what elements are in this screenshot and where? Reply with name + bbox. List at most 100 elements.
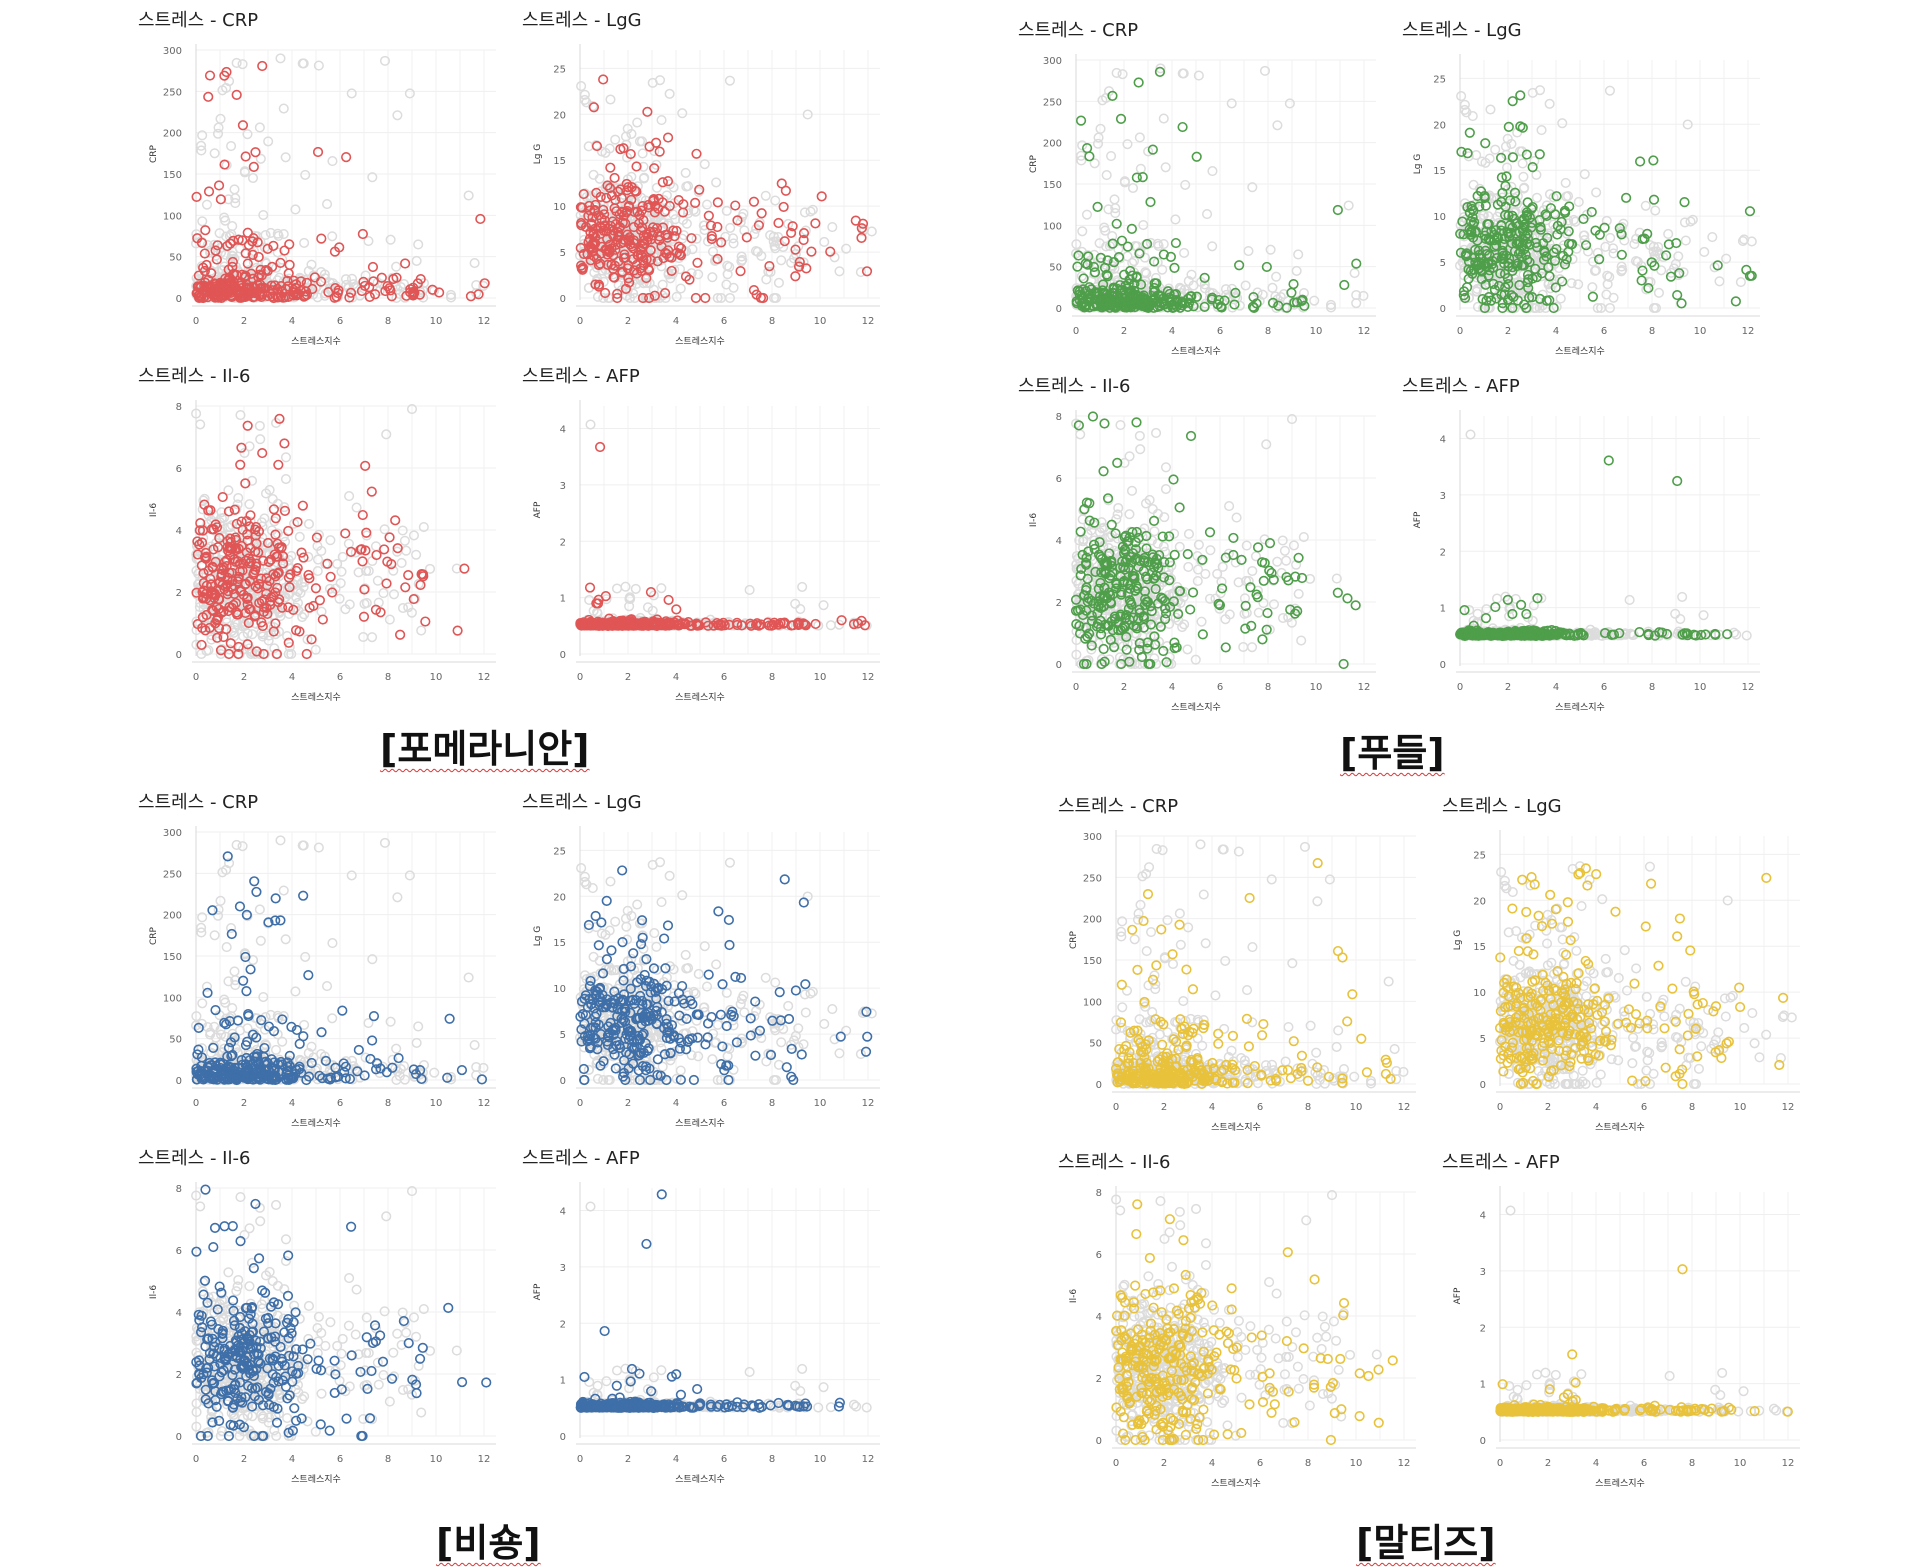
breed-point xyxy=(358,557,367,566)
breed-point xyxy=(1673,291,1682,300)
background-point xyxy=(1574,198,1583,207)
breed-point xyxy=(596,443,605,452)
breed-point xyxy=(385,533,394,542)
background-point xyxy=(300,239,309,248)
breed-point xyxy=(404,571,413,580)
breed-point xyxy=(326,573,335,582)
x-axis-label: 스트레스지수 xyxy=(291,336,341,347)
background-point xyxy=(1310,296,1319,305)
background-point xyxy=(632,585,641,594)
background-point xyxy=(1181,181,1190,190)
x-tick-label: 6 xyxy=(1601,326,1607,337)
background-point xyxy=(665,90,674,99)
breed-point xyxy=(1466,128,1475,137)
breed-point xyxy=(1481,139,1490,148)
background-point xyxy=(1580,170,1589,179)
background-point xyxy=(1208,167,1217,176)
background-point xyxy=(1096,125,1105,134)
background-point xyxy=(402,546,411,555)
background-point xyxy=(1641,201,1650,210)
background-point xyxy=(345,539,354,548)
y-tick-label: 0 xyxy=(560,294,566,305)
background-point xyxy=(819,601,828,610)
y-tick-label: 300 xyxy=(163,46,182,57)
background-point xyxy=(1130,257,1139,266)
breed-point xyxy=(774,219,783,228)
x-axis-label: 스트레스지수 xyxy=(675,692,725,703)
background-point xyxy=(323,200,332,209)
y-tick-label: 5 xyxy=(560,248,566,259)
x-tick-label: 6 xyxy=(721,672,727,683)
breed-point xyxy=(401,583,410,592)
background-point xyxy=(1344,201,1353,210)
x-tick-label: 4 xyxy=(289,672,295,683)
breed-point xyxy=(817,192,826,201)
background-point xyxy=(1491,145,1500,154)
background-point xyxy=(399,604,408,613)
background-point xyxy=(761,191,770,200)
breed-point xyxy=(1170,264,1179,273)
x-tick-label: 2 xyxy=(1121,326,1127,337)
breed-point xyxy=(1334,206,1343,215)
background-point xyxy=(347,89,356,98)
background-point xyxy=(809,206,818,215)
breed-point xyxy=(365,293,374,302)
y-tick-label: 25 xyxy=(553,64,566,75)
background-point xyxy=(1159,114,1168,123)
background-point xyxy=(820,238,829,247)
background-point xyxy=(232,59,241,68)
x-tick-label: 8 xyxy=(1265,326,1271,337)
background-point xyxy=(1537,126,1546,135)
background-point xyxy=(301,171,310,180)
breed-point xyxy=(369,263,378,272)
breed-point xyxy=(1077,116,1086,125)
background-point xyxy=(196,420,205,429)
x-tick-label: 4 xyxy=(673,316,679,327)
breed-point xyxy=(731,201,740,210)
background-point xyxy=(1244,247,1253,256)
background-point xyxy=(586,420,595,429)
background-point xyxy=(386,615,395,624)
x-tick-label: 0 xyxy=(577,316,583,327)
x-tick-label: 4 xyxy=(1553,326,1559,337)
background-point xyxy=(1094,133,1103,142)
x-tick-label: 8 xyxy=(385,672,391,683)
y-tick-label: 0 xyxy=(1056,304,1062,315)
background-point xyxy=(1674,252,1683,261)
breed-point xyxy=(453,626,462,635)
x-tick-label: 2 xyxy=(625,316,631,327)
breed-point xyxy=(1085,152,1094,161)
y-tick-label: 10 xyxy=(1433,212,1446,223)
x-tick-label: 2 xyxy=(241,672,247,683)
y-tick-label: 5 xyxy=(1440,258,1446,269)
background-point xyxy=(238,60,247,69)
x-tick-label: 6 xyxy=(337,672,343,683)
background-point xyxy=(412,257,421,266)
breed-point xyxy=(372,551,381,560)
x-tick-label: 2 xyxy=(1121,682,1127,693)
y-tick-label: 3 xyxy=(560,481,566,492)
breed-point xyxy=(358,511,367,520)
background-point xyxy=(328,157,337,166)
breed-point xyxy=(714,198,723,207)
background-point xyxy=(681,169,690,178)
y-tick-label: 6 xyxy=(176,464,182,475)
breed-point xyxy=(258,62,267,71)
background-point xyxy=(1083,210,1092,219)
x-axis-label: 스트레스지수 xyxy=(291,692,341,703)
breed-point xyxy=(367,487,376,496)
y-tick-label: 2 xyxy=(560,537,566,548)
x-tick-label: 10 xyxy=(1694,326,1707,337)
background-point xyxy=(374,576,383,585)
background-point xyxy=(372,542,381,551)
breed-point xyxy=(1128,225,1137,234)
y-tick-label: 4 xyxy=(560,425,566,436)
background-point xyxy=(1556,275,1565,284)
breed-point xyxy=(586,583,595,592)
y-axis-label: Il-6 xyxy=(149,503,159,517)
breed-point xyxy=(206,71,215,80)
y-tick-label: 0 xyxy=(560,650,566,661)
